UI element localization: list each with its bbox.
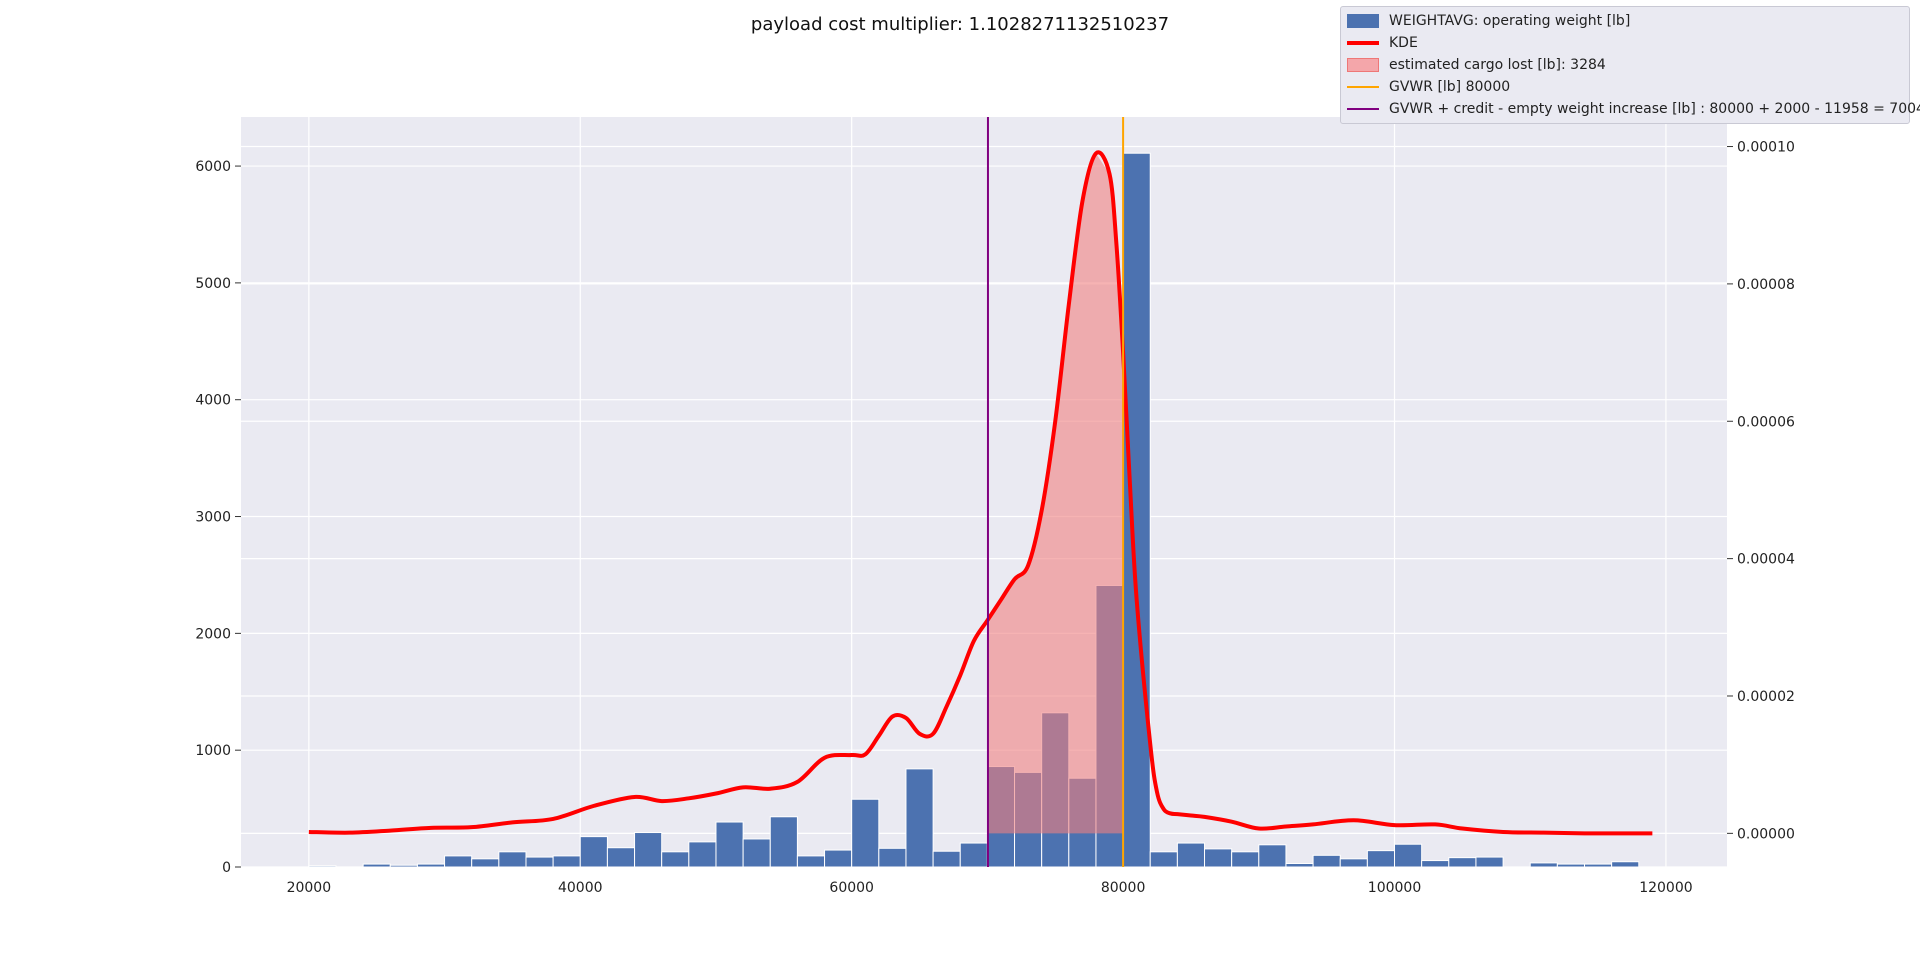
legend-label-gvwr-credit: GVWR + credit - empty weight increase [l… (1389, 101, 1920, 117)
cargo-lost-area (987, 153, 1124, 834)
histogram-bar (905, 768, 934, 868)
y-tick-label: 3000 (195, 510, 231, 526)
y2-tick-label: 0.00000 (1737, 826, 1795, 842)
x-tick-label: 20000 (287, 880, 332, 896)
histogram-bar (1611, 861, 1640, 868)
legend-key-histogram (1347, 14, 1379, 28)
histogram-bar (444, 855, 473, 868)
legend-entry-gvwr-credit: GVWR + credit - empty weight increase [l… (1347, 98, 1920, 120)
histogram-bar (742, 838, 771, 868)
x-tick-label: 100000 (1368, 880, 1421, 896)
histogram-bar (1556, 863, 1586, 868)
legend-entry-gvwr: GVWR [lb] 80000 (1347, 76, 1903, 98)
legend-key-cargo-lost (1347, 58, 1379, 72)
legend-key-gvwr (1347, 80, 1379, 94)
kde-line (308, 150, 1653, 836)
chart-title: payload cost multiplier: 1.1028271132510… (750, 14, 1170, 35)
cargo-lost-shading (987, 153, 1124, 834)
histogram-bar (1122, 152, 1151, 868)
histogram-bar (851, 798, 880, 868)
histogram-bar (634, 832, 663, 868)
histogram-bar (878, 847, 907, 868)
x-tick-label: 40000 (558, 880, 603, 896)
histogram-bar (552, 855, 581, 868)
histogram-bar (959, 842, 988, 868)
y-tick-label: 5000 (195, 276, 231, 292)
legend-label-gvwr: GVWR [lb] 80000 (1389, 79, 1511, 95)
histogram-bar (1231, 851, 1260, 868)
y2-tick-label: 0.00010 (1737, 140, 1795, 156)
histogram-bar (362, 863, 391, 868)
legend-key-gvwr-credit (1347, 102, 1379, 116)
y-tick-label: 4000 (195, 393, 231, 409)
kde-curve (308, 150, 1653, 836)
histogram-bar (308, 865, 337, 868)
histogram-bar (525, 856, 554, 868)
histogram-bar (1176, 842, 1206, 868)
histogram-bar (1475, 856, 1504, 868)
histogram-bar (796, 855, 826, 868)
legend-label-cargo-lost: estimated cargo lost [lb]: 3284 (1389, 57, 1606, 73)
x-tick-label: 60000 (829, 880, 874, 896)
histogram-bar (1421, 860, 1450, 868)
histogram-bar (1149, 851, 1178, 868)
histogram-bar (932, 850, 961, 868)
histogram-bar (1285, 862, 1314, 868)
histogram-bar (1312, 854, 1341, 868)
x-tick-label: 120000 (1639, 880, 1692, 896)
legend-label-kde: KDE (1389, 35, 1418, 51)
histogram-bar (1366, 850, 1396, 868)
y2-tick-label: 0.00008 (1737, 277, 1795, 293)
y-tick-label: 0 (222, 860, 231, 876)
histogram-bar (416, 863, 446, 868)
y-tick-label: 1000 (195, 743, 231, 759)
y2-tick-label: 0.00006 (1737, 414, 1795, 430)
histogram-bar (498, 851, 527, 868)
vertical-lines (986, 117, 1125, 867)
y2-tick-label: 0.00002 (1737, 689, 1795, 705)
x-tick-label: 80000 (1101, 880, 1146, 896)
legend: WEIGHTAVG: operating weight [lb] KDE est… (1340, 6, 1920, 124)
histogram-bar (661, 851, 690, 868)
histogram-bar (1339, 858, 1368, 868)
legend-key-kde (1347, 36, 1379, 50)
histogram-bar (688, 841, 717, 868)
axes: 20000 40000 60000 80000 100000 120000 0 1000 200… (195, 140, 1795, 896)
histogram-bar (389, 864, 418, 868)
histogram-bar (1258, 844, 1287, 868)
histogram-bar (1448, 857, 1477, 868)
histogram-bar (606, 847, 636, 868)
y-tick-label: 2000 (195, 626, 231, 642)
histogram-bar (824, 849, 853, 868)
histogram-bar (471, 858, 500, 868)
histogram-bar (579, 836, 608, 868)
plot-area (241, 117, 1727, 867)
histogram-bar (1584, 863, 1613, 868)
legend-entry-kde: KDE (1347, 32, 1903, 54)
legend-entry-cargo-lost: estimated cargo lost [lb]: 3284 (1347, 54, 1903, 76)
y2-tick-label: 0.00004 (1737, 552, 1795, 568)
histogram-bar (715, 821, 744, 868)
legend-entry-histogram: WEIGHTAVG: operating weight [lb] (1347, 10, 1903, 32)
histogram-bar (1204, 848, 1233, 868)
histogram-bar (1394, 843, 1423, 868)
histogram-bar (769, 816, 798, 868)
legend-label-histogram: WEIGHTAVG: operating weight [lb] (1389, 13, 1631, 29)
histogram-bar (1529, 862, 1558, 868)
y-tick-label: 6000 (195, 159, 231, 175)
